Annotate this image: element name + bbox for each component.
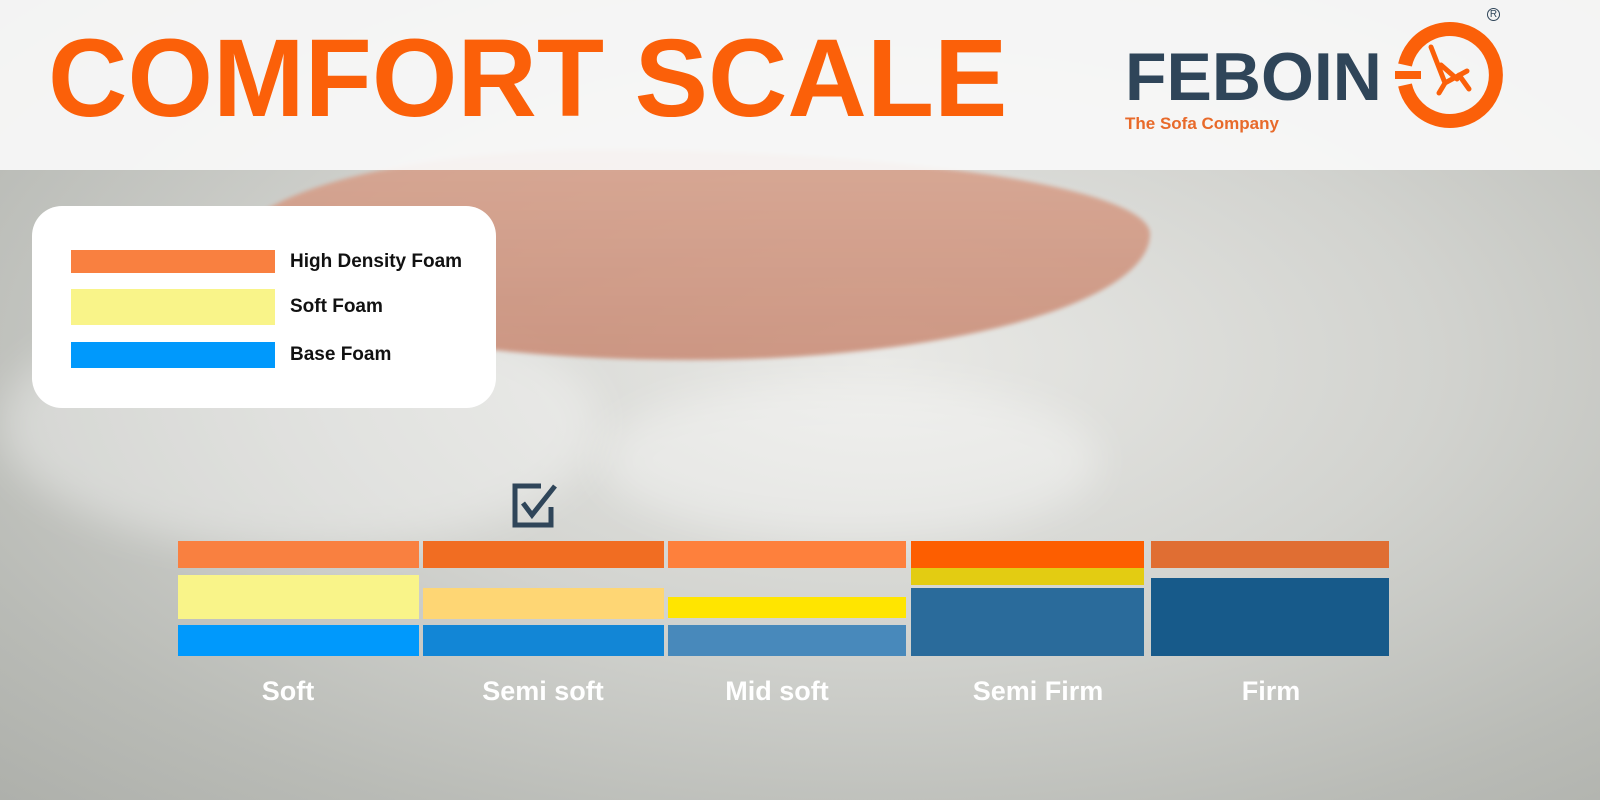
base-foam-layer: [668, 625, 906, 656]
logo-tagline: The Sofa Company: [1125, 114, 1279, 133]
high-foam-layer: [668, 541, 906, 568]
brand-logo: FEBOIN The Sofa Company R: [1125, 8, 1505, 145]
legend-item-base-foam: Base Foam: [71, 342, 391, 368]
legend-item-high-density-foam: High Density Foam: [71, 250, 462, 273]
scale-label: Semi Firm: [972, 676, 1104, 706]
scale-label: Mid soft: [725, 676, 829, 706]
legend-label: High Density Foam: [290, 250, 463, 272]
chair-in-circle-logo-icon: [1395, 22, 1503, 128]
base-foam-layer: [178, 625, 419, 656]
high-foam-layer: [1151, 541, 1389, 568]
scale-label: Firm: [1241, 676, 1301, 706]
soft-foam-layer: [423, 588, 664, 619]
registered-mark: R: [1487, 8, 1500, 21]
logo-wordmark: FEBOIN: [1125, 39, 1382, 115]
scale-label: Semi soft: [482, 676, 604, 706]
legend-swatch: [71, 289, 275, 325]
soft-foam-layer: [178, 575, 419, 619]
header-band: [0, 0, 1600, 170]
page-title: COMFORT SCALE: [48, 17, 1008, 140]
soft-foam-layer: [911, 568, 1144, 585]
legend-item-soft-foam: Soft Foam: [71, 289, 383, 325]
legend: High Density Foam Soft Foam Base Foam: [32, 206, 496, 408]
legend-label: Soft Foam: [290, 296, 383, 317]
base-foam-layer: [1151, 578, 1389, 656]
checkbox-checked-icon: [512, 483, 557, 528]
high-foam-layer: [911, 541, 1144, 568]
base-foam-layer: [423, 625, 664, 656]
soft-foam-layer: [668, 597, 906, 618]
legend-swatch: [71, 342, 275, 368]
legend-label: Base Foam: [290, 344, 392, 365]
foam-highlight: [600, 380, 1100, 540]
high-foam-layer: [423, 541, 664, 568]
high-foam-layer: [178, 541, 419, 568]
legend-swatch: [71, 250, 275, 273]
base-foam-layer: [911, 588, 1144, 656]
scale-label: Soft: [261, 676, 315, 706]
